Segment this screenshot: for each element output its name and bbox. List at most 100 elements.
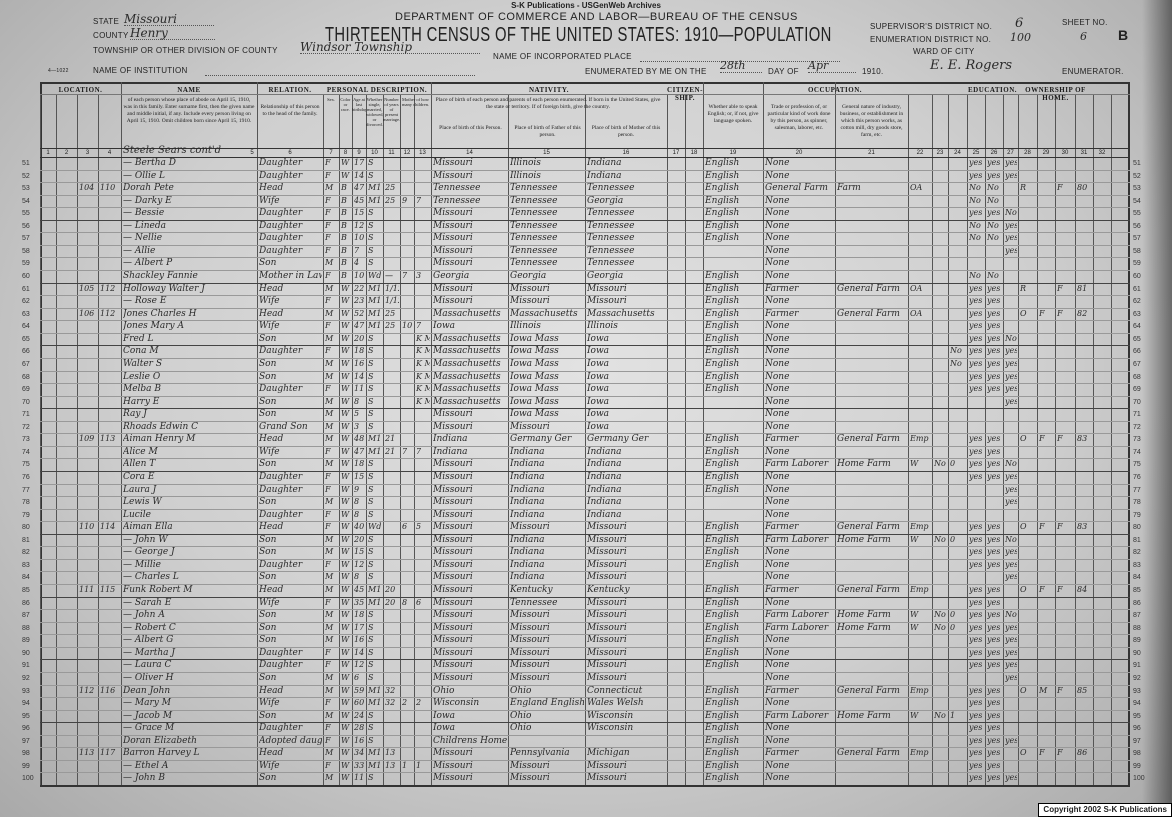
line-number-right: 96: [1133, 725, 1141, 733]
line-number-left: 92: [22, 674, 30, 682]
cell-employer: W: [910, 710, 919, 720]
cell-language: English: [705, 547, 740, 558]
cell-sex: F: [325, 271, 331, 281]
cell-language: English: [705, 559, 740, 570]
cell-marital: M1: [368, 698, 382, 708]
line-number-right: 92: [1133, 674, 1141, 682]
cell-bp: Missouri: [433, 409, 473, 420]
cell-living: 7: [416, 195, 422, 205]
cell-family: 113: [100, 434, 116, 444]
cell-industry: General Farm: [837, 434, 900, 445]
cell-employer: W: [910, 610, 919, 620]
column-number: 2: [64, 150, 69, 156]
cell-name: — John W: [123, 534, 168, 545]
cell-relation: Son: [259, 534, 277, 545]
cell-race: B: [341, 271, 347, 281]
cell-sex: F: [325, 660, 331, 670]
cell-school: No: [1005, 208, 1017, 218]
cell-write: yes: [987, 698, 1001, 708]
cell-name: — Allie: [123, 245, 156, 256]
cell-trade: None: [765, 271, 790, 282]
cell-mother: Iowa: [587, 421, 610, 432]
line-number-right: 88: [1133, 624, 1141, 632]
column-number: 13: [419, 150, 426, 156]
cell-trade: None: [765, 547, 790, 558]
cell-owned: O: [1020, 585, 1027, 595]
cell-free: F: [1039, 748, 1045, 758]
cell-relation: Son: [259, 773, 277, 784]
cell-mother: Indiana: [587, 497, 622, 508]
cell-name: — Charles L: [123, 572, 179, 583]
cell-living: 5: [416, 522, 422, 532]
cell-trade: Farmer: [765, 748, 799, 759]
cell-mother: Missouri: [587, 547, 627, 558]
line-number-left: 87: [22, 612, 30, 620]
cell-language: English: [705, 585, 740, 596]
cell-write: yes: [987, 472, 1001, 481]
column-divider: [40, 94, 41, 785]
line-number-right: 77: [1133, 486, 1141, 494]
line-number-left: 70: [22, 398, 30, 406]
cell-relation: Daughter: [259, 220, 303, 231]
cell-read: yes: [969, 158, 983, 167]
cell-years-married: 1/12: [385, 283, 399, 293]
cell-bp: Ohio: [433, 685, 455, 696]
cell-write: yes: [987, 760, 1001, 770]
cell-born: 7: [402, 271, 408, 281]
cell-marital: M1: [368, 183, 382, 193]
cell-marital: S: [368, 672, 374, 682]
cell-sex: F: [325, 346, 331, 356]
line-number-left: 57: [22, 235, 30, 243]
instruction-relation: Relationship of this person to the head …: [260, 104, 320, 117]
cell-family: 110: [100, 183, 116, 193]
cell-mother: Iowa: [587, 358, 610, 369]
cell-language: English: [705, 170, 740, 181]
cell-language: English: [705, 484, 740, 495]
line-number-left: 59: [22, 260, 30, 268]
instruction-children: Mother of how many children.: [402, 97, 429, 107]
county-value: Henry: [130, 27, 215, 40]
cell-read: yes: [969, 610, 983, 620]
copyright-notice: Copyright 2002 S-K Publications: [1038, 803, 1172, 817]
cell-mother: Missouri: [587, 647, 627, 658]
cell-father: Illinois: [510, 170, 541, 181]
cell-weeks: 0: [950, 534, 956, 544]
cell-school: yes: [1005, 635, 1017, 645]
column-divider: [908, 94, 909, 785]
cell-school: yes: [1005, 735, 1017, 745]
cell-race: W: [341, 346, 350, 356]
cell-bp: Missouri: [433, 585, 473, 596]
cell-name: — Jacob M: [123, 710, 173, 721]
cell-read: yes: [969, 760, 983, 770]
cell-school: yes: [1005, 170, 1017, 180]
line-number-left: 98: [22, 750, 30, 758]
cell-dwelling: 110: [79, 522, 95, 532]
line-number-right: 100: [1133, 775, 1145, 783]
cell-trade: None: [765, 497, 790, 508]
row-divider: [40, 270, 1130, 272]
line-number-right: 68: [1133, 373, 1141, 381]
cell-read: No: [969, 183, 981, 193]
cell-race: W: [341, 534, 350, 544]
cell-living: 2: [416, 698, 422, 708]
cell-employer: Emp: [910, 685, 929, 695]
cell-marital: S: [368, 245, 374, 255]
cell-marital: S: [368, 333, 374, 343]
cell-mother: Kentucky: [587, 585, 630, 596]
cell-name: — Ollie L: [123, 170, 166, 181]
cell-bp: Missouri: [433, 660, 473, 671]
row-divider: [40, 496, 1130, 498]
cell-industry: Home Farm: [837, 622, 891, 633]
cell-relation: Grand Son: [259, 421, 308, 432]
cell-marital: S: [368, 208, 374, 218]
cell-language: English: [705, 208, 740, 219]
cell-father: Iowa Mass: [510, 346, 559, 357]
cell-race: W: [341, 371, 350, 381]
cell-relation: Wife: [259, 597, 280, 608]
cell-sex: M: [325, 748, 334, 758]
cell-employer: Emp: [910, 522, 929, 532]
instruction-bp_father: Place of birth of Father of this person.: [514, 125, 581, 138]
row-divider: [40, 634, 1130, 636]
cell-race: W: [341, 296, 350, 306]
cell-industry: General Farm: [837, 308, 900, 319]
